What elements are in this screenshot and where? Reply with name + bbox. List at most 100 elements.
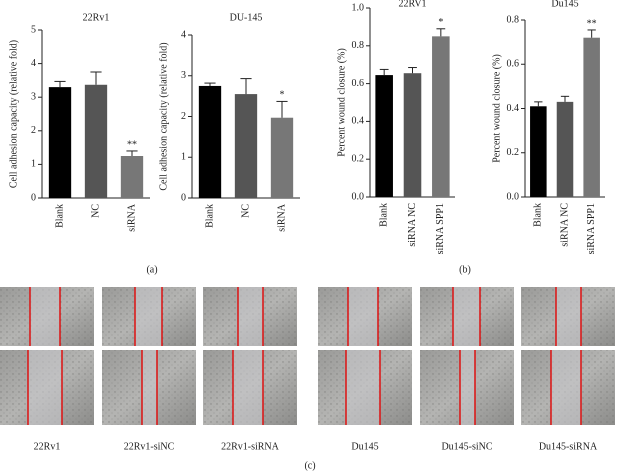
significance-mark: *: [438, 17, 443, 28]
bar: [84, 84, 108, 198]
y-tick-label: 0.2: [352, 153, 365, 164]
error-bar: [276, 100, 288, 118]
error-bar: [126, 150, 138, 156]
micrograph: [0, 287, 94, 346]
bar: [120, 156, 144, 198]
bar: [530, 106, 547, 197]
y-tick-label: 0.8: [352, 40, 365, 51]
significance-mark: *: [280, 90, 285, 101]
y-tick-label: 0.2: [507, 147, 520, 158]
y-tick-label: 0: [181, 192, 186, 203]
x-tick-label: Blank: [54, 204, 65, 228]
bar: [432, 36, 450, 197]
micrograph: [203, 350, 297, 425]
scratch-gap: [346, 350, 380, 425]
x-tick-label: siRNA: [126, 203, 137, 232]
y-tick-label: 5: [31, 24, 36, 35]
image-caption: 22Rv1-siNC: [124, 441, 175, 452]
image-caption: Du145: [351, 441, 378, 452]
scratch-gap: [233, 350, 263, 425]
scratch-gap: [556, 287, 581, 346]
scratch-gap: [30, 287, 60, 346]
y-tick-label: 0.4: [352, 116, 365, 127]
bar: [403, 73, 422, 197]
scratch-gap: [551, 350, 581, 425]
bar: [234, 94, 258, 198]
y-tick-label: 3: [181, 70, 186, 81]
y-tick-label: 4: [181, 29, 186, 40]
x-tick-label: NC: [90, 204, 101, 218]
bar: [375, 75, 393, 197]
micrograph: [102, 287, 196, 346]
micrograph: [420, 287, 514, 346]
image-caption: Du145-siRNA: [539, 441, 598, 452]
image-caption: 22Rv1-siRNA: [221, 441, 280, 452]
y-axis-label: Cell adhesion capacity (relative fold): [8, 40, 19, 188]
y-tick-label: 1: [181, 152, 186, 163]
image-caption: Du145-siNC: [441, 441, 492, 452]
error-bar: [240, 78, 252, 95]
error-bar: [379, 68, 389, 76]
y-tick-label: 0.0: [352, 191, 365, 202]
scratch-gap: [348, 287, 378, 346]
y-axis-label: Percent wound closure (%): [336, 48, 347, 157]
bar: [48, 87, 72, 198]
x-tick-label: siRNA SPP1: [435, 203, 446, 254]
panel-label: (b): [459, 264, 471, 275]
x-tick-label: siRNA SPP1: [586, 203, 597, 254]
panel-label: (a): [146, 264, 157, 275]
error-bar: [587, 29, 596, 38]
y-tick-label: 0.6: [507, 59, 520, 70]
error-bar: [560, 95, 570, 102]
significance-mark: **: [127, 139, 137, 150]
scratch-gap: [238, 287, 263, 346]
panel-label: (c): [304, 460, 315, 471]
chart-title: DU-145: [230, 12, 263, 23]
chart-title: 22Rv1: [83, 12, 110, 23]
scratch-gap: [460, 350, 475, 425]
x-tick-label: Blank: [533, 203, 544, 227]
y-tick-label: 2: [31, 125, 36, 136]
error-bar: [408, 67, 417, 74]
y-axis-label: Percent wound closure (%): [491, 54, 502, 163]
scratch-gap: [28, 350, 62, 425]
micrograph: [521, 287, 615, 346]
error-bar: [204, 82, 216, 86]
chart-title: Du145: [551, 0, 578, 9]
micrograph: [203, 287, 297, 346]
x-tick-label: siRNA: [276, 203, 287, 232]
micrograph: [318, 287, 412, 346]
y-tick-label: 2: [181, 111, 186, 122]
y-axis-label: Cell adhesion capacity (relative fold): [158, 42, 169, 190]
x-tick-label: siRNA NC: [559, 203, 570, 247]
bar: [556, 101, 574, 197]
micrograph: [0, 350, 94, 425]
y-tick-label: 0.8: [507, 14, 520, 25]
y-tick-label: 0: [31, 192, 36, 203]
x-tick-label: siRNA NC: [407, 203, 418, 247]
scratch-gap: [453, 287, 480, 346]
error-bar: [90, 71, 102, 85]
bar: [270, 117, 294, 198]
x-tick-label: NC: [240, 204, 251, 218]
scratch-gap: [142, 350, 157, 425]
micrograph: [102, 350, 196, 425]
y-tick-label: 3: [31, 91, 36, 102]
error-bar: [534, 101, 543, 107]
scratch-gap: [135, 287, 162, 346]
y-tick-label: 1: [31, 159, 36, 170]
y-tick-label: 0.6: [352, 78, 365, 89]
significance-mark: **: [587, 18, 597, 29]
x-tick-label: Blank: [378, 203, 389, 227]
chart-title: 22RV1: [398, 0, 426, 9]
image-caption: 22Rv1: [34, 441, 61, 452]
y-tick-label: 4: [31, 58, 36, 69]
bar: [198, 85, 222, 198]
micrograph: [420, 350, 514, 425]
y-tick-label: 1.0: [352, 2, 365, 13]
bar: [583, 37, 600, 198]
micrograph: [521, 350, 615, 425]
error-bar: [54, 80, 66, 88]
error-bar: [436, 28, 446, 37]
